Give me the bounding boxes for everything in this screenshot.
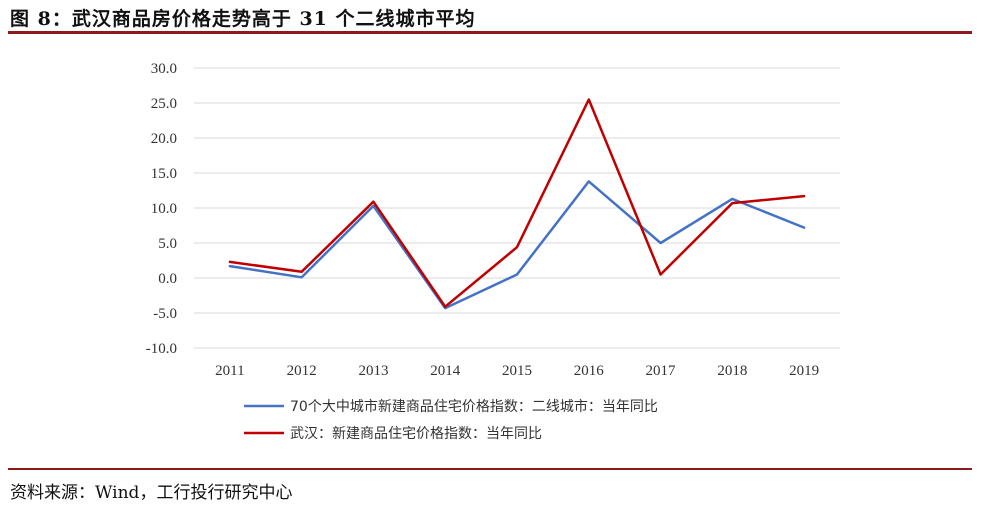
legend-label-2: 武汉：新建商品住宅价格指数：当年同比 (290, 426, 542, 442)
y-tick-label: 20.0 (151, 131, 177, 147)
x-tick-label: 2018 (717, 363, 747, 379)
series-line-2 (228, 98, 806, 308)
grid-lines (194, 67, 840, 349)
y-tick-label: 30.0 (151, 61, 177, 77)
x-tick-label: 2019 (789, 363, 819, 379)
y-tick-label: 25.0 (151, 96, 177, 112)
x-tick-label: 2017 (646, 363, 677, 379)
x-tick-label: 2013 (358, 363, 388, 379)
x-tick-label: 2012 (287, 363, 317, 379)
legend-label-1: 70个大中城市新建商品住宅价格指数：二线城市：当年同比 (290, 398, 658, 415)
y-tick-label: -5.0 (153, 306, 177, 322)
y-tick-label: 10.0 (151, 201, 177, 217)
bottom-rule (8, 468, 972, 470)
y-tick-label: -10.0 (146, 341, 177, 357)
x-tick-label: 2011 (215, 363, 244, 379)
x-axis-ticks: 2011 2012 2013 2014 2015 2016 2017 2018 2019 (215, 363, 819, 379)
x-tick-label: 2016 (574, 363, 605, 379)
line-chart: 30.0 25.0 20.0 15.0 10.0 5.0 0.0 -5.0 -10.0 2011… (146, 61, 840, 442)
y-axis-ticks: 30.0 25.0 20.0 15.0 10.0 5.0 0.0 -5.0 -10.0 (146, 61, 177, 357)
y-tick-label: 5.0 (158, 236, 177, 252)
y-tick-label: 0.0 (158, 271, 177, 287)
source-note: 资料来源：Wind，工行投行研究中心 (10, 483, 293, 503)
top-rule (8, 31, 972, 34)
series-line-1 (228, 180, 806, 310)
x-tick-label: 2014 (430, 363, 461, 379)
x-tick-label: 2015 (502, 363, 532, 379)
y-tick-label: 15.0 (151, 166, 177, 182)
figure-title: 图 8：武汉商品房价格走势高于 31 个二线城市平均 (10, 8, 476, 30)
legend: 70个大中城市新建商品住宅价格指数：二线城市：当年同比武汉：新建商品住宅价格指数… (244, 398, 658, 442)
series-lines (228, 98, 806, 310)
